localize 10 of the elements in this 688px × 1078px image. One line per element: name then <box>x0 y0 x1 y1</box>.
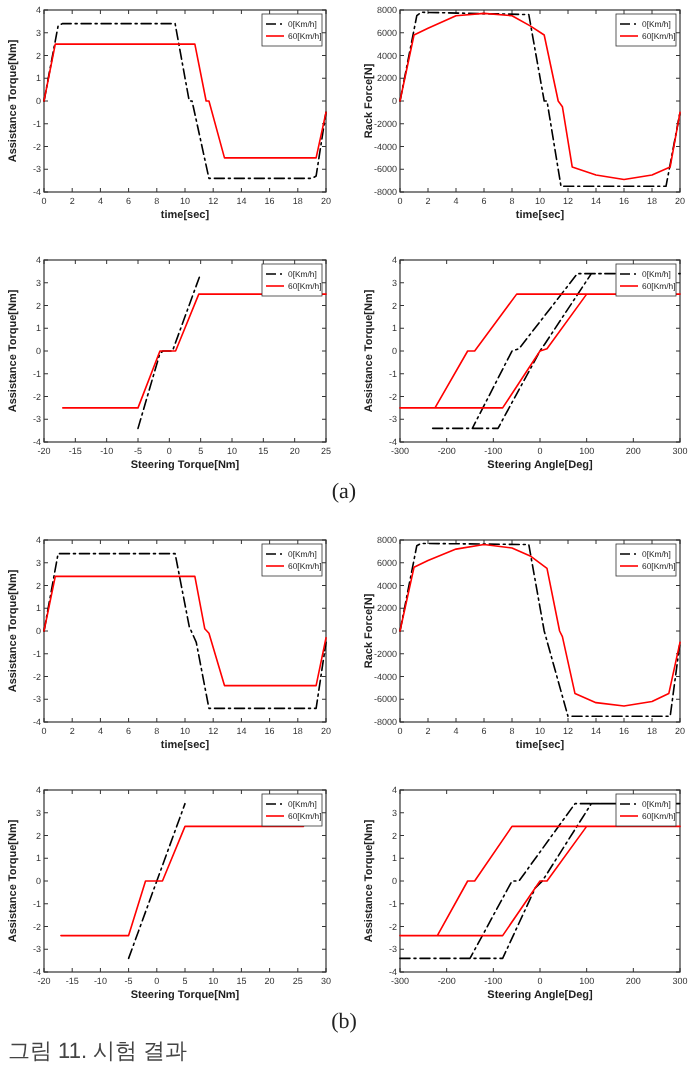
text: (b) <box>331 1010 358 1034</box>
line-series <box>43 552 327 710</box>
text: (a) <box>331 480 357 504</box>
line-series <box>431 272 681 430</box>
line-series <box>43 575 327 687</box>
line-series <box>43 22 327 180</box>
line-series <box>137 272 202 430</box>
line-series <box>399 802 681 960</box>
line-series <box>43 43 327 159</box>
caption: 그림 11. 시험 결과 <box>8 1040 188 1064</box>
